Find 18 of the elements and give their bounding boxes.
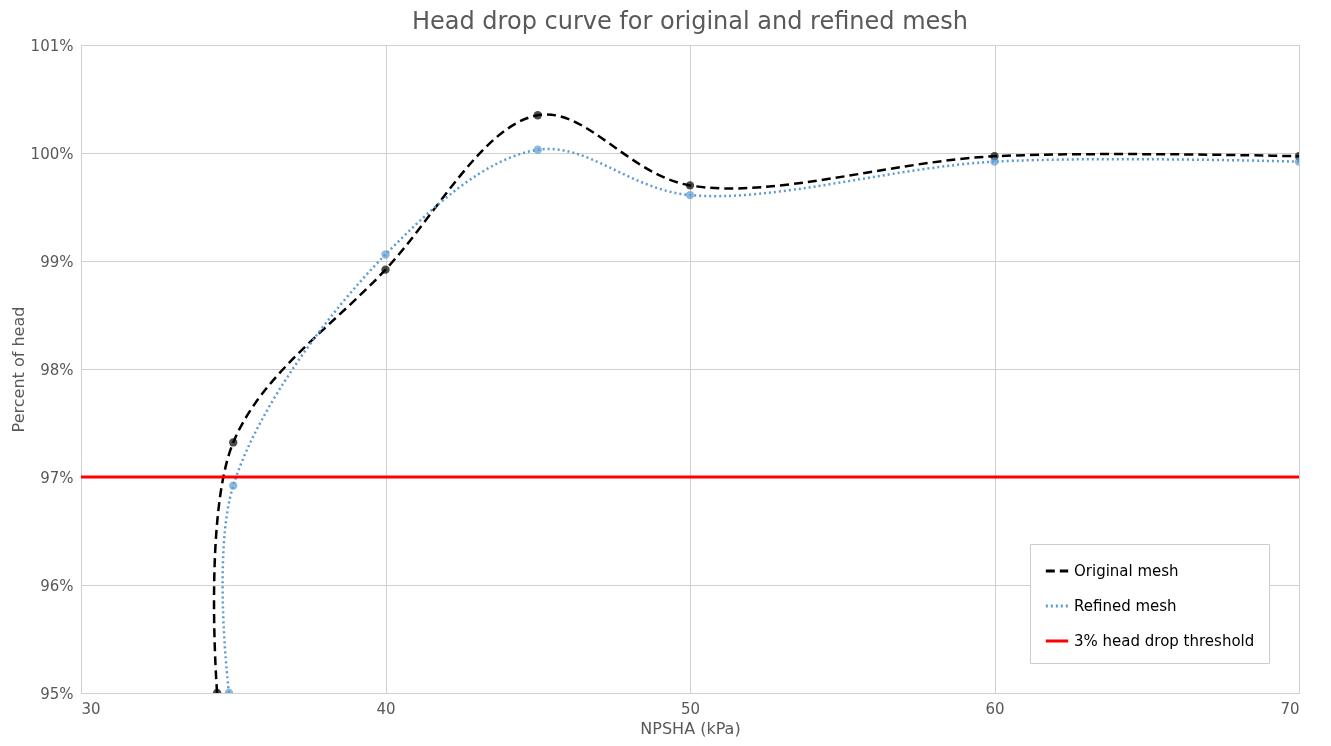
x-tick-label: 30 — [81, 699, 101, 718]
chart-title: Head drop curve for original and refined mesh — [411, 7, 969, 35]
y-tick-label: 98% — [40, 360, 74, 379]
y-tick-label: 100% — [30, 144, 74, 163]
x-tick-label: 70 — [1280, 699, 1300, 718]
x-axis-title: NPSHA (kPa) — [640, 718, 741, 738]
legend-label: Refined mesh — [1074, 597, 1177, 615]
x-tick-label: 50 — [680, 699, 701, 718]
x-tick-label: 40 — [376, 699, 396, 718]
legend-label: 3% head drop threshold — [1074, 632, 1255, 650]
y-tick-label: 96% — [40, 576, 74, 595]
y-tick-label: 99% — [40, 252, 74, 271]
y-tick-label: 97% — [40, 468, 74, 487]
y-tick-label: 101% — [30, 36, 74, 55]
y-tick-label: 95% — [40, 684, 74, 703]
legend-label: Original mesh — [1074, 562, 1179, 580]
x-tick-label: 60 — [985, 699, 1005, 718]
y-axis-title: Percent of head — [8, 306, 28, 433]
